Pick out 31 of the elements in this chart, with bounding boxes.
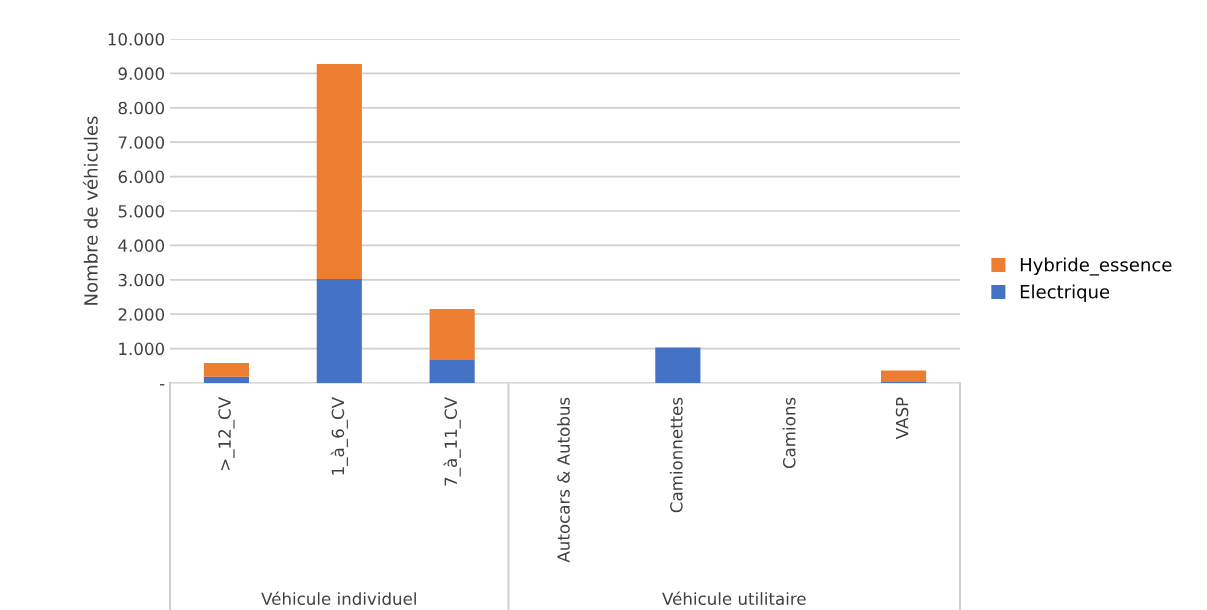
y-tick-label: 3.000 xyxy=(118,273,165,287)
y-tick-label: 1.000 xyxy=(119,342,165,356)
bar xyxy=(316,279,362,383)
x-tick-label: VASP xyxy=(895,397,909,440)
y-axis-title: Nombre de véhicules xyxy=(83,116,98,305)
y-tick-label: 10.000 xyxy=(108,32,165,46)
bar xyxy=(881,370,927,382)
bar xyxy=(655,347,701,383)
y-tick-label: 6.000 xyxy=(118,170,165,184)
legend-label: Hybride_essence xyxy=(1020,257,1172,276)
bar xyxy=(203,363,249,377)
y-tick-label: 5.000 xyxy=(118,204,165,218)
x-tick-label: 1_à_6_CV xyxy=(330,397,348,475)
bar xyxy=(203,376,249,383)
text: Véhicule individuel xyxy=(261,591,416,606)
bar xyxy=(316,64,362,280)
y-tick-label: 8.000 xyxy=(118,101,165,115)
legend-label: Electrique xyxy=(1020,284,1110,303)
y-tick-label: 2.000 xyxy=(118,308,165,321)
x-tick-label: 7_à_11_CV xyxy=(443,397,461,486)
text: Véhicule utilitaire xyxy=(662,591,806,606)
x-tick-label: Camions xyxy=(782,397,796,469)
y-tick-label: 7.000 xyxy=(118,136,165,149)
y-tick-label: 4.000 xyxy=(118,239,165,252)
y-tick-label: 9.000 xyxy=(118,67,165,80)
y-tick-label: - xyxy=(159,384,165,386)
x-tick-label: >_12_CV xyxy=(218,397,235,470)
x-tick-label: Autocars & Autobus xyxy=(556,397,570,563)
bar xyxy=(429,359,475,383)
x-tick-label: Camionnettes xyxy=(669,397,683,513)
bar xyxy=(429,309,475,360)
